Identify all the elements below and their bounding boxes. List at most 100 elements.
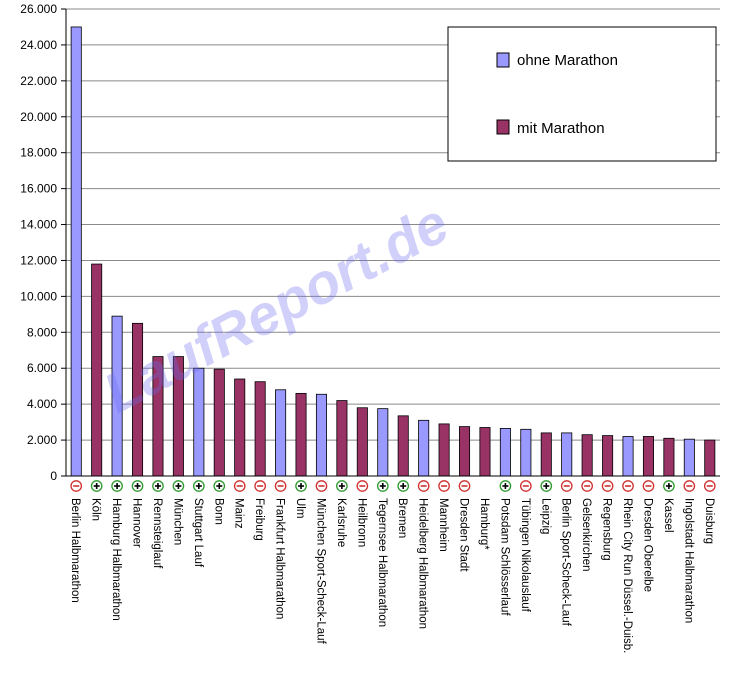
bar — [356, 407, 368, 477]
minus-marker-icon — [356, 480, 369, 492]
category-label: Karlsruhe — [335, 498, 347, 547]
category-label: Bremen — [396, 498, 408, 538]
bar — [704, 439, 716, 477]
minus-marker-icon — [703, 480, 716, 492]
category-label: Hamburg Halbmarathon — [110, 498, 122, 621]
category-label: Berlin Sport-Scheck-Lauf — [560, 498, 572, 627]
minus-marker-icon — [683, 480, 696, 492]
bar — [70, 26, 82, 477]
bar — [254, 381, 266, 477]
bar — [336, 400, 348, 477]
bar — [540, 432, 552, 477]
bar — [602, 435, 614, 477]
plus-marker-icon — [336, 480, 348, 492]
y-tick-label: 26.000 — [20, 2, 57, 16]
plus-marker-icon — [540, 480, 553, 492]
minus-marker-icon — [642, 480, 655, 492]
bar — [499, 428, 511, 477]
y-tick-label: 16.000 — [20, 182, 57, 196]
y-tick-label: 10.000 — [20, 289, 57, 303]
bar — [275, 389, 287, 477]
category-label: Heilbronn — [355, 498, 367, 547]
bar — [295, 392, 307, 477]
y-tick-label: 4.000 — [27, 397, 57, 411]
minus-marker-icon — [438, 480, 450, 492]
plus-marker-icon — [499, 480, 512, 492]
y-tick-label: 22.000 — [20, 74, 57, 88]
minus-marker-icon — [519, 480, 532, 492]
minus-marker-icon — [458, 480, 471, 492]
y-axis-tick-labels: 0 2.000 4.000 6.000 8.000 10.000 12.000 14.000 1… — [20, 2, 66, 483]
plus-marker-icon — [295, 480, 307, 492]
category-label: Frankfurt Halbmarathon — [274, 498, 286, 619]
bar — [683, 438, 695, 477]
category-label: Dresden Stadt — [458, 498, 470, 572]
bar — [397, 415, 409, 477]
category-label: Ingolstadt Halbmarathon — [682, 498, 694, 623]
category-markers — [70, 480, 716, 492]
category-label: Mannheim — [437, 498, 449, 552]
y-tick-label: 18.000 — [20, 146, 57, 160]
category-label: München Sport-Scheck-Lauf — [314, 498, 326, 645]
legend-label-ohne-marathon: ohne Marathon — [517, 52, 618, 69]
plus-marker-icon — [90, 480, 103, 492]
category-label: Hannover — [131, 498, 143, 548]
bar — [520, 428, 532, 477]
category-label: Potsdam Schlösserlauf — [498, 498, 510, 616]
category-label: Rhein City Run Düssel.-Duisb. — [621, 498, 633, 653]
category-label: Berlin Halbmarathon — [69, 498, 81, 603]
category-label: Regensburg — [601, 498, 613, 561]
plus-marker-icon — [152, 480, 164, 492]
category-label: Ulm — [294, 498, 306, 518]
category-label: Heidelberg Halbmarathon — [417, 498, 429, 629]
legend-swatch-mit-marathon — [496, 119, 510, 135]
bar — [213, 368, 225, 477]
y-tick-label: 14.000 — [20, 218, 57, 232]
y-tick-label: 20.000 — [20, 110, 57, 124]
minus-marker-icon — [560, 480, 573, 492]
y-tick-label: 0 — [50, 469, 57, 483]
minus-marker-icon — [601, 480, 614, 492]
bar — [479, 427, 491, 477]
legend-box — [447, 26, 717, 162]
plus-marker-icon — [131, 480, 144, 492]
legend-swatch-ohne-marathon — [496, 52, 510, 68]
bar — [581, 434, 593, 477]
minus-marker-icon — [233, 480, 246, 492]
category-label: Bonn — [212, 498, 224, 525]
minus-marker-icon — [70, 480, 83, 492]
plus-marker-icon — [397, 480, 410, 492]
plus-marker-icon — [663, 480, 675, 492]
category-label: Gelsenkirchen — [580, 498, 592, 572]
y-tick-label: 12.000 — [20, 253, 57, 267]
minus-marker-icon — [622, 480, 634, 492]
category-label: Stuttgart Lauf — [192, 498, 204, 568]
bars — [70, 26, 716, 477]
axes — [65, 9, 720, 477]
minus-marker-icon — [274, 480, 287, 492]
bar — [663, 437, 675, 477]
legend: ohne Marathon mit Marathon — [447, 26, 717, 162]
category-label: Tübingen Nikolauslauf — [519, 498, 531, 613]
category-label: Dresden Oberelbe — [641, 498, 653, 592]
category-labels: Berlin Halbmarathon Köln Hamburg Halbmarat… — [69, 498, 715, 653]
plus-marker-icon — [111, 480, 123, 492]
category-label: Leipzig — [539, 498, 551, 534]
y-tick-label: 24.000 — [20, 38, 57, 52]
minus-marker-icon — [254, 480, 267, 492]
legend-label-mit-marathon: mit Marathon — [517, 120, 605, 137]
y-tick-label: 8.000 — [27, 325, 57, 339]
bar — [377, 408, 389, 477]
minus-marker-icon — [581, 480, 594, 492]
category-label: Tegernsee Halbmarathon — [376, 498, 388, 627]
plus-marker-icon — [192, 480, 205, 492]
plus-marker-icon — [213, 480, 226, 492]
minus-marker-icon — [417, 480, 430, 492]
category-label: Mainz — [233, 498, 245, 529]
bar — [622, 436, 634, 477]
bar — [234, 378, 246, 477]
category-label: Rennsteiglauf — [151, 498, 163, 569]
category-label: Hamburg* — [478, 498, 490, 550]
y-tick-label: 6.000 — [27, 361, 57, 375]
